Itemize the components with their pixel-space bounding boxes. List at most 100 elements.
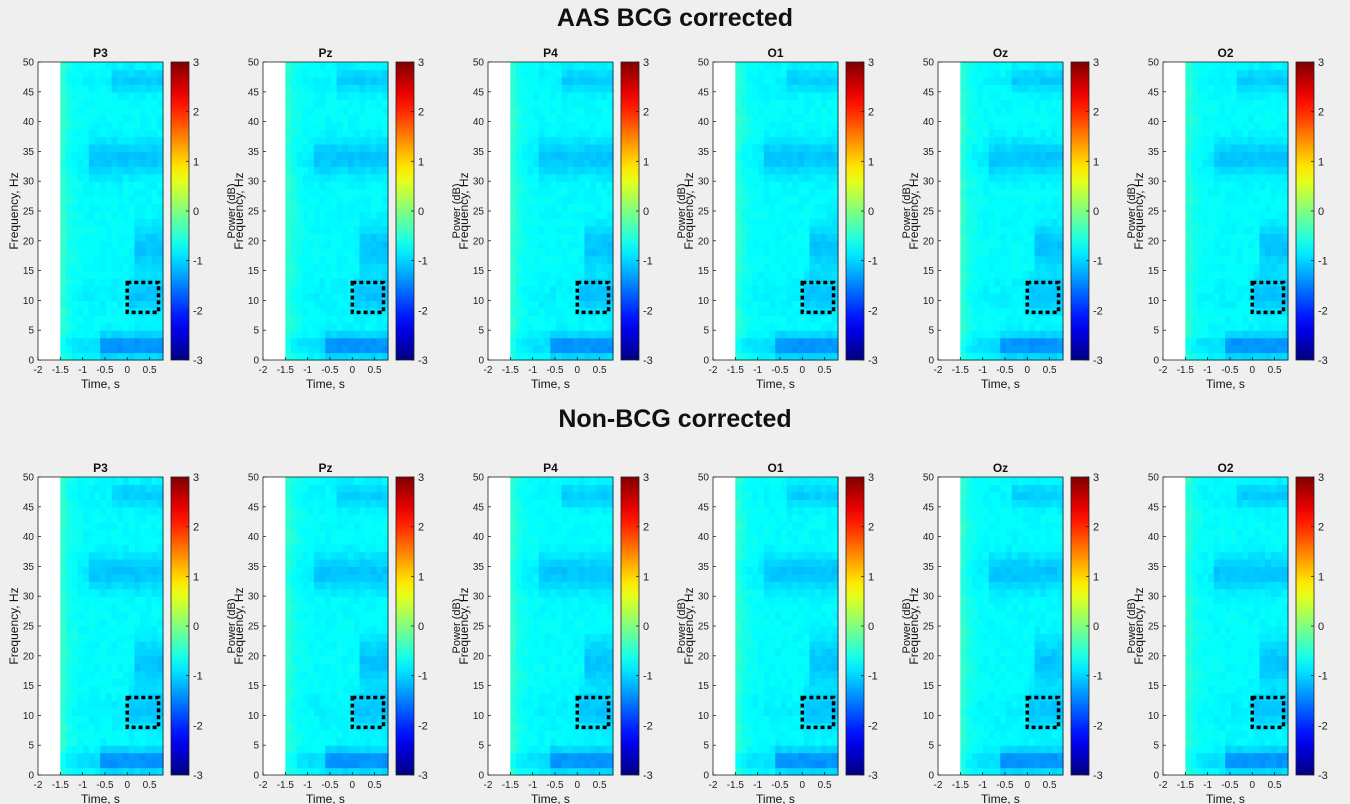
heatmap-cell xyxy=(105,337,113,346)
heatmap-cell xyxy=(66,84,73,93)
heatmap-cell xyxy=(1057,203,1064,212)
heatmap-cell xyxy=(550,143,557,152)
heatmap-cell xyxy=(826,322,833,331)
heatmap-cell xyxy=(758,285,765,294)
heatmap-cell xyxy=(342,188,349,197)
heatmap-cell xyxy=(780,196,788,205)
heatmap-cell xyxy=(815,330,822,339)
heatmap-cell xyxy=(1253,337,1261,346)
heatmap-cell xyxy=(94,767,101,776)
heatmap-cell xyxy=(516,292,523,301)
heatmap-cell xyxy=(71,514,79,523)
heatmap-cell xyxy=(1265,91,1272,100)
heatmap-cell xyxy=(584,211,591,220)
heatmap-cell xyxy=(746,62,754,71)
heatmap-cell xyxy=(105,285,113,294)
heatmap-cell xyxy=(353,337,361,346)
heatmap-cell xyxy=(285,307,292,316)
heatmap-cell xyxy=(1196,211,1204,220)
heatmap-cell xyxy=(521,218,529,227)
heatmap-cell xyxy=(370,322,378,331)
heatmap-cell xyxy=(1040,203,1047,212)
heatmap-cells xyxy=(285,62,389,361)
heatmap-cell xyxy=(746,300,754,309)
colorbar-label: Power (dB) xyxy=(901,183,913,238)
heatmap-cell xyxy=(769,345,776,354)
heatmap-cell xyxy=(71,166,79,175)
heatmap-cell xyxy=(319,300,326,309)
heatmap-cell xyxy=(88,544,96,553)
heatmap-cell xyxy=(988,106,996,115)
heatmap-cell xyxy=(71,573,79,582)
heatmap-cell xyxy=(510,136,517,145)
heatmap-cell xyxy=(820,233,828,242)
heatmap-cell xyxy=(359,203,366,212)
heatmap-cell xyxy=(1045,188,1053,197)
heatmap-cell xyxy=(769,240,776,249)
colorbar-tick-label: -2 xyxy=(868,305,878,317)
heatmap-cell xyxy=(741,322,748,331)
heatmap-cell xyxy=(1236,173,1243,182)
heatmap-cell xyxy=(71,529,79,538)
heatmap-cell xyxy=(330,255,338,264)
heatmap-cell xyxy=(1230,188,1238,197)
heatmap-cell xyxy=(792,225,799,234)
heatmap-cell xyxy=(111,151,118,160)
heatmap-cell xyxy=(977,106,984,115)
heatmap-cell xyxy=(88,173,96,182)
heatmap-cell xyxy=(330,106,338,115)
heatmap-cell xyxy=(758,337,765,346)
heatmap-cell xyxy=(140,270,147,279)
heatmap-cell xyxy=(308,248,315,257)
heatmap-cell xyxy=(1057,173,1064,182)
heatmap-cell xyxy=(994,300,1001,309)
heatmap-cell xyxy=(66,322,73,331)
heatmap-cell xyxy=(578,188,586,197)
heatmap-cell xyxy=(291,315,298,324)
heatmap-cell xyxy=(1202,307,1209,316)
heatmap-cell xyxy=(60,611,67,620)
heatmap-cell xyxy=(601,263,608,272)
heatmap-cell xyxy=(786,285,793,294)
y-tick-label: 35 xyxy=(248,147,260,158)
heatmap-cell xyxy=(313,121,321,130)
heatmap-cell xyxy=(607,278,614,287)
heatmap-cell xyxy=(1017,62,1024,71)
heatmap-cell xyxy=(359,307,366,316)
heatmap-cell xyxy=(590,248,597,257)
heatmap-cell xyxy=(1225,263,1232,272)
heatmap-cell xyxy=(607,62,614,71)
heatmap-cell xyxy=(111,345,118,354)
heatmap-cell xyxy=(798,84,805,93)
heatmap-cell xyxy=(111,69,118,78)
heatmap-cell xyxy=(88,62,96,71)
heatmap-cell xyxy=(803,129,811,138)
heatmap-cell xyxy=(820,285,828,294)
heatmap-cell xyxy=(94,678,101,687)
heatmap-cell xyxy=(1057,114,1064,123)
heatmap-cell xyxy=(105,84,113,93)
heatmap-cell xyxy=(88,69,96,78)
heatmap-cell xyxy=(735,337,742,346)
heatmap-cell xyxy=(134,270,141,279)
heatmap-cell xyxy=(94,114,101,123)
heatmap-cell xyxy=(140,248,147,257)
heatmap-cell xyxy=(809,76,816,85)
heatmap-cell xyxy=(752,345,759,354)
heatmap-cell xyxy=(77,91,84,100)
heatmap-cell xyxy=(775,233,782,242)
heatmap-cell xyxy=(60,737,67,746)
heatmap-cell xyxy=(538,136,546,145)
heatmap-cell xyxy=(1045,76,1053,85)
heatmap-cell xyxy=(1242,352,1249,361)
heatmap-cell xyxy=(1276,292,1283,301)
heatmap-cell xyxy=(1276,106,1283,115)
colorbar-tick-label: 0 xyxy=(418,206,424,218)
heatmap-cell xyxy=(66,278,73,287)
heatmap-cell xyxy=(595,143,603,152)
heatmap-cell xyxy=(1057,255,1064,264)
heatmap-cell xyxy=(1040,255,1047,264)
heatmap-cell xyxy=(1040,76,1047,85)
heatmap-cell xyxy=(285,151,292,160)
heatmap-cell xyxy=(1017,76,1024,85)
